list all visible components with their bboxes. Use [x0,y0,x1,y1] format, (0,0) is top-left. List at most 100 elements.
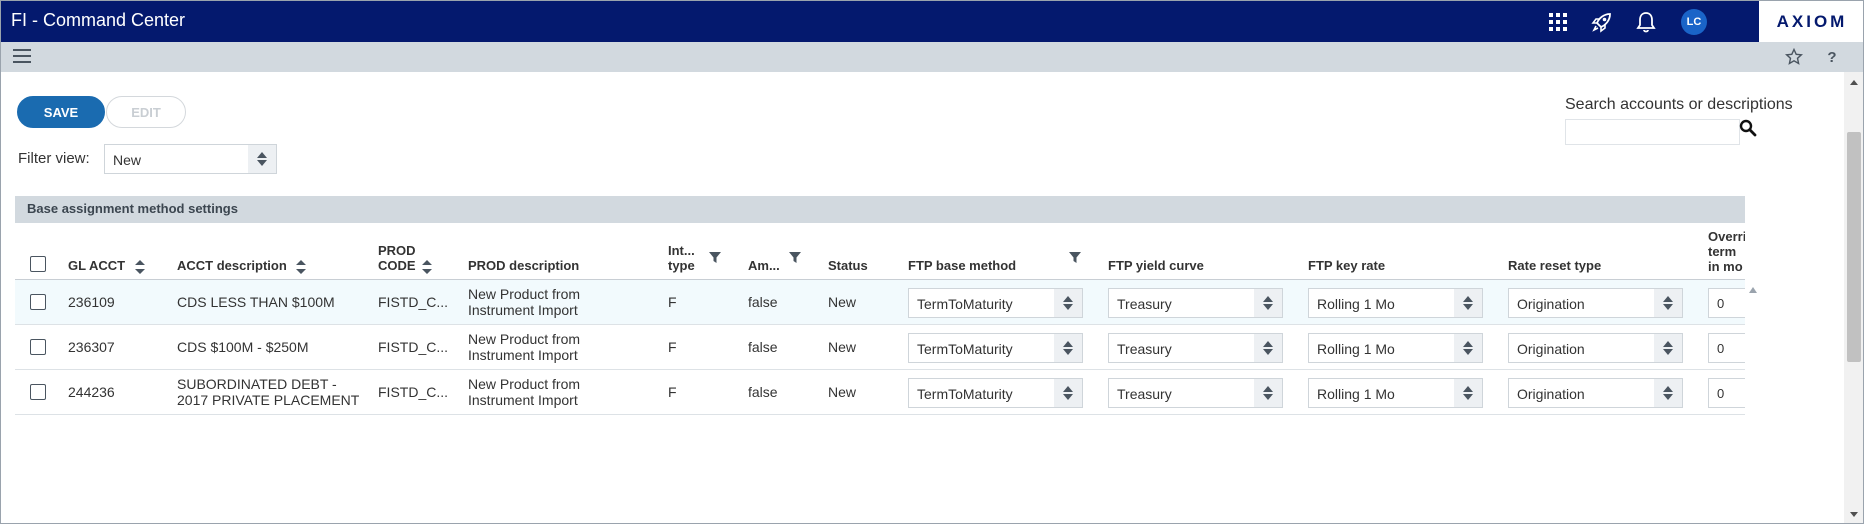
col-header-ftp-base-method[interactable]: FTP base method [908,258,1017,273]
ftp-base-method-value: TermToMaturity [917,296,1013,312]
scrollbar-thumb[interactable] [1847,132,1861,362]
int-type-cell: F [668,294,677,310]
bell-icon[interactable] [1633,9,1659,35]
col-header-prod-code-line1: PROD [378,243,416,258]
star-icon[interactable] [1783,46,1805,68]
filter-icon[interactable] [1069,252,1081,264]
ftp-yield-curve-value: Treasury [1117,296,1172,312]
select-arrows-icon [1454,379,1482,407]
top-bar: FI - Command Center [1,1,1863,42]
menu-icon[interactable] [13,49,31,65]
col-header-rate-reset-type[interactable]: Rate reset type [1508,258,1602,273]
col-header-int-type-line1: Int... [668,243,695,258]
int-type-cell: F [668,339,677,355]
override-term-input[interactable]: 0 [1708,288,1745,318]
row-checkbox[interactable] [30,384,46,400]
prod-description-line2: Instrument Import [468,302,578,318]
ftp-key-rate-select[interactable]: Rolling 1 Mo [1308,288,1483,318]
select-arrows-icon [1254,379,1282,407]
scroll-up-icon[interactable] [1850,80,1858,85]
col-header-override-term[interactable]: Overri term in mo [1708,229,1745,274]
row-checkbox[interactable] [30,339,46,355]
acct-description-line1: SUBORDINATED DEBT - [177,376,337,392]
filter-view-select[interactable]: New [104,144,277,174]
prod-description-line1: New Product from [468,376,581,392]
override-term-input[interactable]: 0 [1708,378,1745,408]
select-arrows-icon [1654,379,1682,407]
section-title: Base assignment method settings [27,201,238,216]
gl-acct-cell: 244236 [68,384,115,400]
col-header-int-type[interactable]: Int... type [668,243,695,273]
filter-view-label: Filter view: [18,150,90,167]
search-icon[interactable] [1739,119,1759,141]
ftp-base-method-value: TermToMaturity [917,386,1013,402]
ftp-key-rate-select[interactable]: Rolling 1 Mo [1308,333,1483,363]
rate-reset-type-value: Origination [1517,341,1585,357]
page-scrollbar[interactable] [1844,72,1863,523]
prod-code-cell: FISTD_C... [378,294,449,310]
ftp-base-method-select[interactable]: TermToMaturity [908,378,1083,408]
select-arrows-icon [1454,334,1482,362]
table-row[interactable]: 236307 CDS $100M - $250M FISTD_C... New … [15,325,1745,370]
save-button[interactable]: SAVE [17,96,105,128]
ftp-yield-curve-select[interactable]: Treasury [1108,378,1283,408]
rate-reset-type-select[interactable]: Origination [1508,378,1683,408]
search-input[interactable] [1565,119,1740,145]
prod-description-cell: New Product from Instrument Import [468,331,580,363]
search-label: Search accounts or descriptions [1565,96,1793,113]
select-arrows-icon [248,145,276,173]
select-all-checkbox[interactable] [30,256,46,272]
ftp-base-method-select[interactable]: TermToMaturity [908,333,1083,363]
sort-icon[interactable] [134,259,145,274]
select-arrows-icon [1654,334,1682,362]
ftp-yield-curve-select[interactable]: Treasury [1108,333,1283,363]
help-icon[interactable]: ? [1827,48,1837,66]
acct-description-cell: SUBORDINATED DEBT - 2017 PRIVATE PLACEME… [177,376,359,408]
ftp-key-rate-value: Rolling 1 Mo [1317,296,1395,312]
col-header-status[interactable]: Status [828,258,868,273]
grid-scroll-up-icon[interactable] [1749,287,1757,293]
col-header-prod-code[interactable]: PROD CODE [378,243,432,274]
col-header-prod-description[interactable]: PROD description [468,258,580,273]
status-cell: New [828,339,857,355]
select-arrows-icon [1054,334,1082,362]
am-cell: false [748,339,778,355]
ftp-base-method-select[interactable]: TermToMaturity [908,288,1083,318]
select-arrows-icon [1254,334,1282,362]
ftp-key-rate-select[interactable]: Rolling 1 Mo [1308,378,1483,408]
prod-code-cell: FISTD_C... [378,339,449,355]
ftp-yield-curve-select[interactable]: Treasury [1108,288,1283,318]
filter-icon[interactable] [709,252,721,264]
acct-description-cell: CDS $100M - $250M [177,339,309,355]
rate-reset-type-select[interactable]: Origination [1508,333,1683,363]
user-avatar[interactable]: LC [1681,9,1707,35]
rocket-icon[interactable] [1589,9,1615,35]
col-header-override-line3: in mo [1708,259,1743,274]
col-header-prod-code-line2-label: CODE [378,258,416,273]
table-row[interactable]: 244236 SUBORDINATED DEBT - 2017 PRIVATE … [15,370,1745,415]
header-divider [15,279,1745,280]
rate-reset-type-select[interactable]: Origination [1508,288,1683,318]
brand-name: AXIOM [1776,11,1848,31]
col-header-ftp-yield-curve[interactable]: FTP yield curve [1108,258,1204,273]
scroll-down-icon[interactable] [1850,512,1858,517]
override-term-input[interactable]: 0 [1708,333,1745,363]
filter-icon[interactable] [789,252,801,264]
row-checkbox[interactable] [30,294,46,310]
select-arrows-icon [1054,379,1082,407]
apps-grid-icon[interactable] [1545,9,1571,35]
col-header-am[interactable]: Am... [748,258,780,273]
rate-reset-type-value: Origination [1517,296,1585,312]
col-header-ftp-key-rate[interactable]: FTP key rate [1308,258,1386,273]
edit-button[interactable]: EDIT [106,96,186,128]
sort-icon[interactable] [421,259,432,274]
col-header-gl-acct[interactable]: GL ACCT [68,258,145,274]
data-grid: GL ACCT ACCT description PROD CODE PROD … [15,223,1745,523]
col-header-override-line2: term [1708,244,1737,259]
gl-acct-cell: 236307 [68,339,115,355]
sort-icon[interactable] [296,259,307,274]
col-header-acct-description[interactable]: ACCT description [177,258,307,274]
table-row[interactable]: 236109 CDS LESS THAN $100M FISTD_C... Ne… [15,280,1745,325]
acct-description-line2: 2017 PRIVATE PLACEMENT [177,392,360,408]
